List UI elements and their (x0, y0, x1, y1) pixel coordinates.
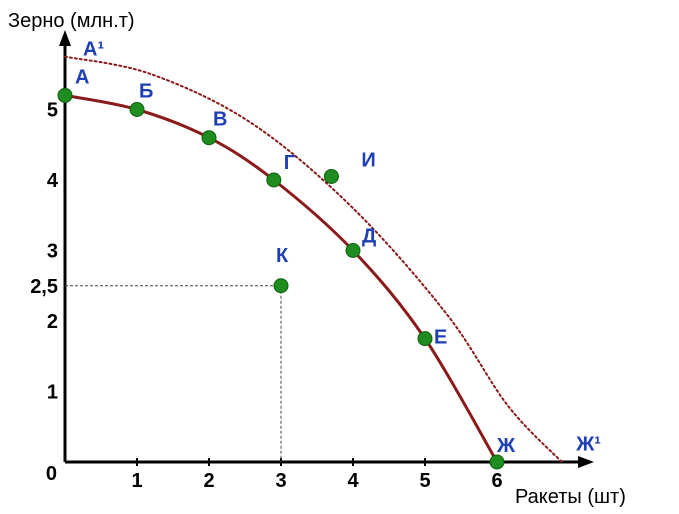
point-marker (201, 130, 217, 146)
y-axis-title: Зерно (млн.т) (8, 10, 135, 32)
x-tick-label: 6 (491, 470, 502, 492)
point-label: И (361, 149, 375, 171)
point-label: К (276, 245, 289, 267)
point-marker (323, 168, 339, 184)
point-marker (266, 172, 282, 188)
extra-label: Ж¹ (575, 433, 601, 455)
point-marker (273, 278, 289, 294)
point-marker (345, 243, 361, 258)
x-tick-label: 1 (131, 470, 142, 492)
point-label: Б (139, 81, 153, 103)
point-label: А (75, 66, 89, 88)
point-label: Е (434, 327, 447, 349)
origin-label: 0 (46, 463, 57, 485)
x-tick-label: 5 (419, 470, 430, 492)
extra-label: А¹ (83, 39, 104, 61)
y-tick-label-extra: 2,5 (30, 276, 58, 298)
x-axis-title: Ракеты (шт) (515, 486, 626, 508)
outer-frontier-curve (64, 55, 563, 463)
point-label: В (213, 109, 227, 131)
x-tick-label: 4 (347, 470, 359, 492)
point-marker (417, 331, 433, 347)
y-tick-label: 2 (47, 311, 58, 333)
y-axis-arrow (59, 30, 71, 46)
point-marker (129, 102, 145, 117)
axes: 1 2 3 4 5 6 1 2 3 4 5 0 2,5 (30, 30, 594, 492)
point-marker (57, 87, 73, 103)
points (57, 87, 505, 470)
point-label: Ж (496, 435, 516, 457)
point-label: Д (362, 226, 376, 248)
y-tick-label: 4 (47, 170, 59, 192)
x-tick-label: 2 (203, 470, 214, 492)
x-axis-arrow (578, 456, 594, 468)
y-tick-label: 3 (47, 241, 58, 263)
x-tick-label: 3 (275, 470, 286, 492)
point-label: Г (284, 152, 295, 174)
y-tick-label: 1 (47, 382, 58, 404)
guide-lines (65, 285, 282, 462)
curves (63, 55, 563, 464)
labels: А Б В Г И Д К Е Ж А¹ Ж¹ (75, 39, 601, 457)
y-tick-label: 5 (47, 100, 58, 122)
point-marker (489, 454, 505, 470)
